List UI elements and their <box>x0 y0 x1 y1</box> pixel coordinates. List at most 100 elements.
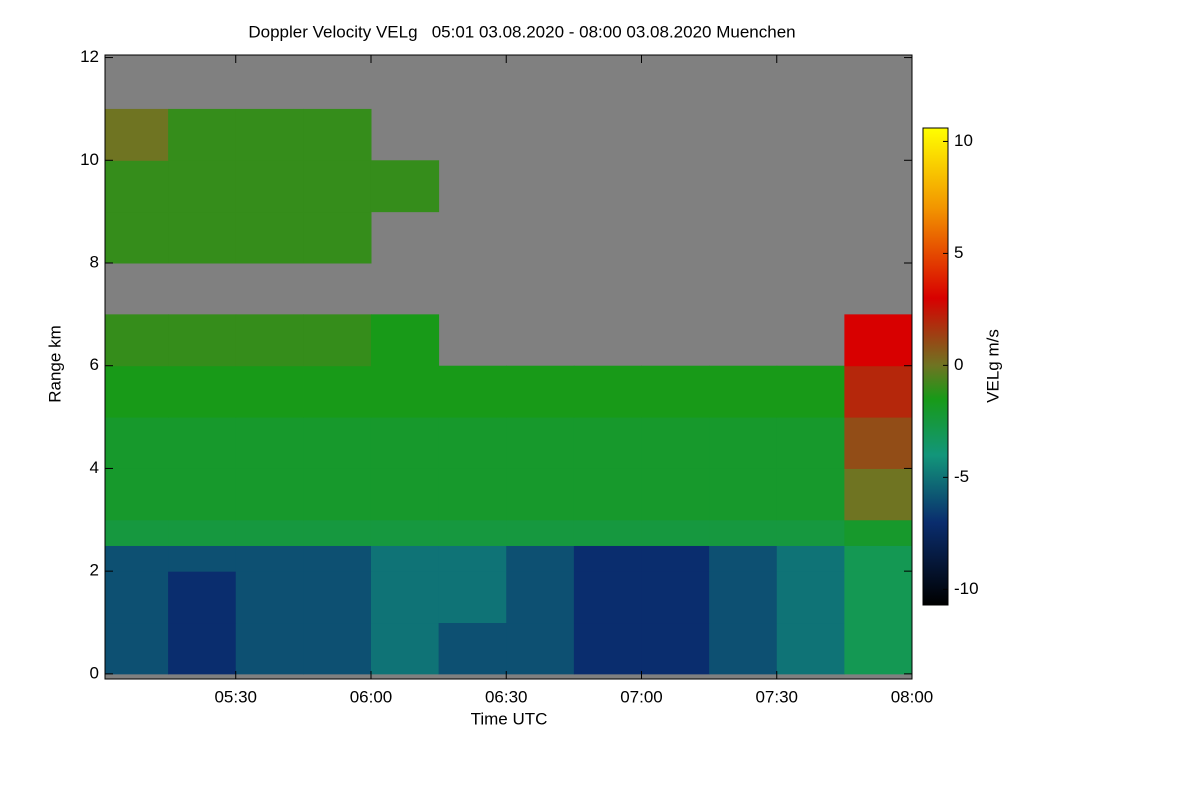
colorbar-tick-label: 0 <box>954 355 963 374</box>
heatmap-cell <box>303 571 372 624</box>
heatmap-cell <box>168 211 237 264</box>
heatmap-cell <box>844 468 913 521</box>
colorbar-tick-label: 5 <box>954 243 963 262</box>
y-tick-label: 10 <box>80 150 99 169</box>
heatmap-cell <box>573 571 642 624</box>
heatmap-cell <box>168 622 237 675</box>
plot-frame <box>104 54 913 680</box>
heatmap-cell <box>709 545 778 572</box>
heatmap-cell <box>105 622 169 675</box>
heatmap-cell <box>235 519 304 546</box>
y-tick-label: 8 <box>90 252 99 271</box>
heatmap-cell <box>370 571 440 624</box>
heatmap-cell <box>641 519 710 546</box>
heatmap-cell <box>641 545 710 572</box>
heatmap-cell <box>641 468 710 521</box>
heatmap-cell <box>235 211 304 264</box>
heatmap-cell <box>105 211 169 264</box>
heatmap-cell <box>844 314 913 367</box>
heatmap-cell <box>370 365 440 418</box>
heatmap-cell <box>573 365 642 418</box>
y-tick-label: 12 <box>80 47 99 66</box>
heatmap-cell <box>370 160 440 213</box>
heatmap-cell <box>506 545 575 572</box>
colorbar <box>922 127 949 606</box>
heatmap-cell <box>105 417 169 469</box>
heatmap-cell <box>235 160 304 213</box>
heatmap-cell <box>303 365 372 418</box>
heatmap-cell <box>844 519 913 546</box>
heatmap-cell <box>844 622 913 675</box>
heatmap-cell <box>168 314 237 367</box>
y-tick-label: 0 <box>90 663 99 682</box>
heatmap-cell <box>776 622 845 675</box>
heatmap-cell <box>105 160 169 213</box>
colorbar-tick-label: -5 <box>954 467 969 486</box>
heatmap-cell <box>438 545 507 572</box>
heatmap-cell <box>438 571 507 624</box>
heatmap-cell <box>303 211 372 264</box>
heatmap-cell <box>370 417 440 469</box>
heatmap-cell <box>168 108 237 161</box>
heatmap-cell <box>506 622 575 675</box>
y-tick-label: 6 <box>90 355 99 374</box>
heatmap-cell <box>105 545 169 572</box>
heatmap-cell <box>776 519 845 546</box>
heatmap-cell <box>438 468 507 521</box>
heatmap-cell <box>303 314 372 367</box>
heatmap-cell <box>235 468 304 521</box>
heatmap-cell <box>168 519 237 546</box>
heatmap-cell <box>438 519 507 546</box>
x-tick-label: 08:00 <box>891 687 934 706</box>
heatmap-cell <box>105 365 169 418</box>
heatmap-cell <box>168 545 237 572</box>
colorbar-label: VELg m/s <box>983 329 1002 403</box>
colorbar-tick-label: 10 <box>954 131 973 150</box>
heatmap-cell <box>844 571 913 624</box>
heatmap-cell <box>573 545 642 572</box>
heatmap-cell <box>370 545 440 572</box>
heatmap-cell <box>105 108 169 161</box>
heatmap-cell <box>844 545 913 572</box>
heatmap-cell <box>709 622 778 675</box>
heatmap-cell <box>709 519 778 546</box>
heatmap-cell <box>303 468 372 521</box>
heatmap-cell <box>776 365 845 418</box>
heatmap-cell <box>303 622 372 675</box>
heatmap-cell <box>709 417 778 469</box>
heatmap-cell <box>168 468 237 521</box>
colorbar-tick-label: -10 <box>954 579 979 598</box>
heatmap-cell <box>105 468 169 521</box>
heatmap <box>105 55 913 679</box>
heatmap-cell <box>641 417 710 469</box>
heatmap-cell <box>370 622 440 675</box>
heatmap-cell <box>168 417 237 469</box>
heatmap-cell <box>105 314 169 367</box>
heatmap-cell <box>370 314 440 367</box>
y-tick-label: 4 <box>90 458 99 477</box>
heatmap-cell <box>641 365 710 418</box>
heatmap-cell <box>168 365 237 418</box>
chart-title: Doppler Velocity VELg 05:01 03.08.2020 -… <box>248 22 795 41</box>
heatmap-cell <box>370 519 440 546</box>
heatmap-cell <box>235 365 304 418</box>
heatmap-cell <box>776 545 845 572</box>
heatmap-cell <box>776 468 845 521</box>
heatmap-cell <box>303 108 372 161</box>
heatmap-cell <box>573 519 642 546</box>
heatmap-cell <box>573 468 642 521</box>
heatmap-cell <box>709 571 778 624</box>
heatmap-cell <box>370 468 440 521</box>
heatmap-cell <box>506 417 575 469</box>
heatmap-cell <box>506 468 575 521</box>
heatmap-cell <box>235 622 304 675</box>
heatmap-cell <box>776 571 845 624</box>
heatmap-cell <box>573 622 642 675</box>
heatmap-cell <box>438 365 507 418</box>
heatmap-cell <box>235 108 304 161</box>
x-tick-label: 07:30 <box>755 687 798 706</box>
y-tick-label: 2 <box>90 561 99 580</box>
heatmap-cell <box>641 571 710 624</box>
heatmap-cell <box>709 468 778 521</box>
